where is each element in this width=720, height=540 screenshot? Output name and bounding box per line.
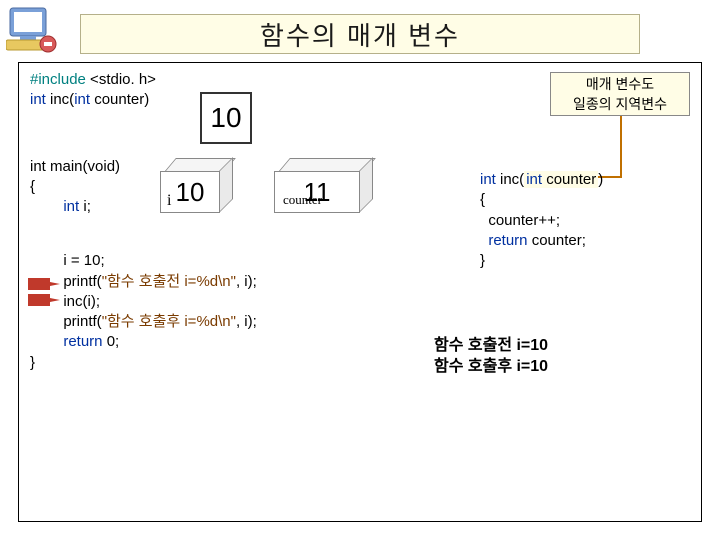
- t: {: [480, 191, 485, 208]
- label-counter: counter: [283, 192, 322, 208]
- t: inc(: [496, 171, 524, 188]
- t: i = 10;: [30, 252, 105, 269]
- t: return: [30, 333, 103, 350]
- t: int: [30, 91, 46, 108]
- computer-icon: [6, 6, 62, 58]
- t: printf(: [30, 313, 102, 330]
- code-block-inc: int inc(int counter) { counter++; return…: [480, 170, 603, 271]
- output-line2: 함수 호출후 i=10: [434, 357, 548, 378]
- t: inc(: [46, 91, 74, 108]
- t: int main(void): [30, 158, 120, 175]
- t: counter++;: [480, 212, 560, 229]
- callout-connector: [620, 116, 622, 176]
- title-bar: 함수의 매개 변수: [80, 14, 640, 54]
- t: printf(: [30, 273, 102, 290]
- t: return: [480, 232, 528, 249]
- t: i;: [79, 198, 91, 215]
- t: int: [74, 91, 90, 108]
- t: 0;: [103, 333, 120, 350]
- t: int: [526, 171, 542, 188]
- callout-box: 매개 변수도 일종의 지역변수: [550, 72, 690, 116]
- t: counter;: [528, 232, 586, 249]
- t: counter: [542, 171, 596, 188]
- variable-box-counter: 11 counter: [274, 158, 344, 214]
- t: , i);: [236, 273, 257, 290]
- callout-line1: 매개 변수도: [586, 74, 654, 94]
- t: <stdio. h>: [86, 71, 156, 88]
- t: int: [480, 171, 496, 188]
- t: "함수 호출후 i=%d\n": [102, 313, 236, 330]
- t: counter): [90, 91, 149, 108]
- output-line1: 함수 호출전 i=10: [434, 336, 548, 357]
- t: "함수 호출전 i=%d\n": [102, 273, 236, 290]
- code-block-main: #include <stdio. h> int inc(int counter)…: [30, 70, 257, 373]
- output-text: 함수 호출전 i=10 함수 호출후 i=10: [434, 336, 548, 378]
- t: }: [30, 354, 35, 371]
- callout-line2: 일종의 지역변수: [573, 94, 667, 114]
- t: #include: [30, 71, 86, 88]
- t: int: [30, 198, 79, 215]
- page-title: 함수의 매개 변수: [260, 16, 460, 53]
- t: {: [30, 178, 35, 195]
- t: inc(i);: [30, 293, 100, 310]
- t: , i);: [236, 313, 257, 330]
- t: ): [598, 171, 603, 188]
- t: }: [480, 252, 485, 269]
